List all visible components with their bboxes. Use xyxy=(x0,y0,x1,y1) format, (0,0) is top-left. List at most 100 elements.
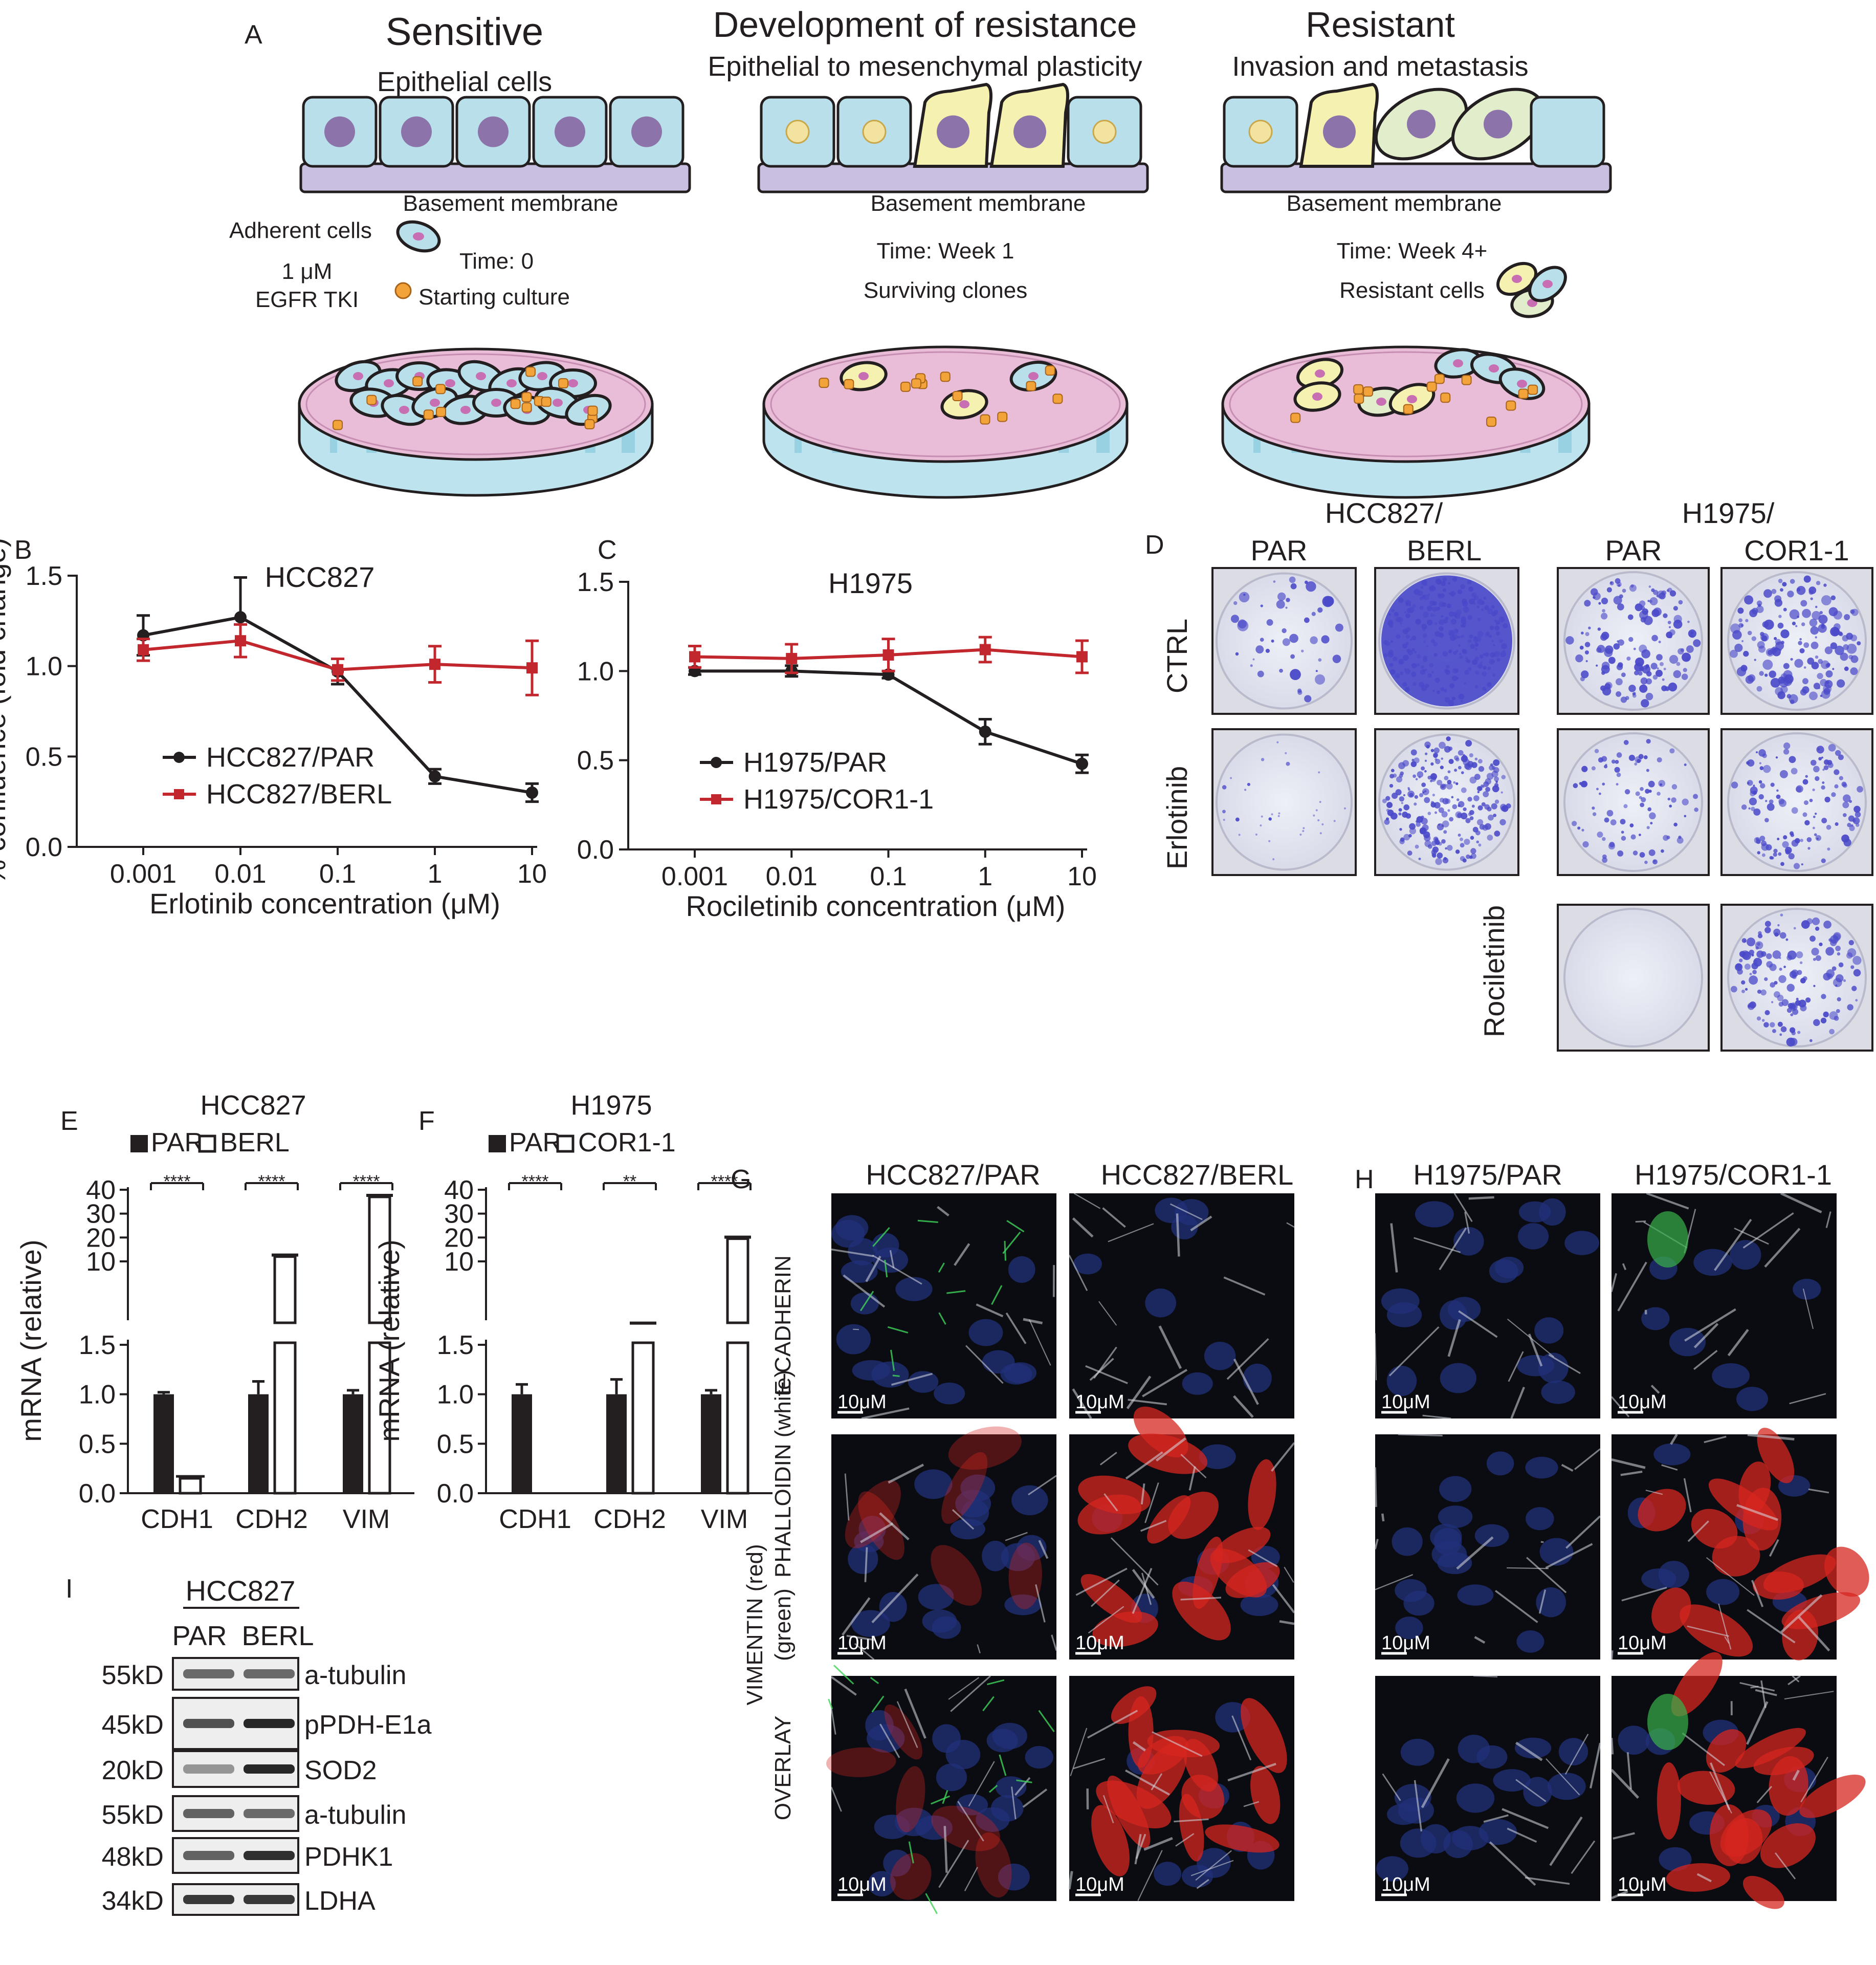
colony xyxy=(1759,762,1762,765)
colony xyxy=(1433,641,1438,647)
colony xyxy=(1747,630,1752,636)
dish-debris xyxy=(1426,381,1437,392)
colony xyxy=(1805,775,1808,778)
colony xyxy=(1794,659,1803,668)
colony xyxy=(1470,853,1476,859)
protein-label: PDHK1 xyxy=(304,1842,393,1872)
phalloidin-fiber xyxy=(846,1634,875,1641)
colony xyxy=(1401,802,1403,804)
x-tick-label: 0.1 xyxy=(319,859,356,889)
colony xyxy=(1432,689,1435,692)
colony xyxy=(1424,770,1427,773)
nucleus-stain xyxy=(908,1371,939,1393)
phalloidin-fiber xyxy=(889,1250,895,1269)
colony xyxy=(1823,921,1831,929)
colony xyxy=(1585,660,1588,663)
dish-debris xyxy=(584,419,595,430)
colony xyxy=(1624,789,1630,795)
colony xyxy=(1753,808,1761,816)
colony xyxy=(1798,999,1806,1008)
y-tick-label: 30 xyxy=(86,1199,116,1229)
nucleus-stain xyxy=(1004,1594,1042,1615)
colony xyxy=(1494,625,1499,631)
colony xyxy=(1289,576,1296,583)
colony xyxy=(1737,607,1744,614)
colony xyxy=(1443,830,1447,834)
nucleus xyxy=(1484,110,1512,139)
phalloidin-fiber xyxy=(1180,1454,1207,1478)
colony xyxy=(1415,619,1421,625)
colony xyxy=(1476,840,1480,844)
colony xyxy=(1398,659,1404,665)
phalloidin-fiber xyxy=(1388,1326,1440,1377)
phalloidin-fiber xyxy=(1798,1616,1830,1652)
nucleus-stain xyxy=(871,1361,909,1388)
blot-header: HCC827 xyxy=(186,1575,296,1607)
x-tick-label: 0.1 xyxy=(870,862,907,891)
x-tick-label: 10 xyxy=(517,859,547,889)
colony xyxy=(1838,754,1844,760)
colony xyxy=(1797,616,1799,618)
colony xyxy=(1815,655,1819,659)
colony xyxy=(1441,784,1445,789)
blot-band xyxy=(244,1719,295,1728)
colony xyxy=(1793,863,1800,869)
colony xyxy=(1770,782,1775,787)
colony xyxy=(1815,776,1820,781)
vimentin-stain xyxy=(1080,1574,1142,1623)
colony xyxy=(1584,650,1589,654)
colony xyxy=(1833,610,1842,620)
nucleus-stain xyxy=(1420,1824,1451,1854)
colony xyxy=(1480,661,1483,664)
protein-label: a-tubulin xyxy=(304,1661,406,1690)
nucleus-stain xyxy=(1538,1352,1569,1383)
colony xyxy=(1778,615,1782,618)
nucleus-stain xyxy=(1736,1387,1768,1411)
colony xyxy=(1411,648,1415,651)
colony xyxy=(1730,986,1737,993)
colony xyxy=(1458,801,1465,807)
blot-band xyxy=(183,1764,234,1774)
colony xyxy=(1802,976,1807,981)
colony xyxy=(1285,752,1287,754)
blot-band xyxy=(183,1851,234,1860)
phalloidin-fiber xyxy=(1473,1675,1498,1677)
nucleus-stain xyxy=(1618,1726,1650,1755)
colony xyxy=(1455,782,1459,785)
colony xyxy=(1783,742,1791,750)
colony xyxy=(1635,791,1640,796)
phalloidin-fiber xyxy=(1789,1393,1826,1405)
colony xyxy=(1690,631,1694,635)
data-point xyxy=(234,611,247,624)
colony xyxy=(1460,843,1465,848)
colony xyxy=(1443,618,1448,624)
dish-inner-rim xyxy=(1229,351,1583,457)
colony xyxy=(1462,635,1465,638)
bar-resistant-upper xyxy=(368,1195,391,1324)
colony xyxy=(1454,769,1458,772)
phalloidin-fiber xyxy=(1103,1493,1118,1512)
colony xyxy=(1743,650,1749,657)
colony xyxy=(1836,679,1845,688)
phalloidin-fiber xyxy=(1132,1568,1155,1599)
bar-resistant-upper xyxy=(726,1237,749,1324)
well xyxy=(1563,732,1703,872)
colony xyxy=(1844,614,1850,620)
colony xyxy=(1271,639,1274,643)
colony xyxy=(1498,616,1505,623)
colony xyxy=(1238,834,1241,836)
phalloidin-fiber xyxy=(1549,1816,1583,1866)
legend-label: COR1-1 xyxy=(578,1128,676,1158)
emp-label: Epithelial to mesenchymal plasticity xyxy=(708,51,1142,82)
dish-inner-rim xyxy=(305,353,646,455)
colony xyxy=(1648,849,1656,856)
colony xyxy=(1757,989,1762,994)
nucleus-stain xyxy=(1669,1327,1706,1357)
colony xyxy=(1639,684,1648,693)
y-tick-label: 0.5 xyxy=(79,1429,116,1459)
colony xyxy=(1477,599,1484,605)
colony xyxy=(1464,682,1467,685)
colony xyxy=(1843,794,1851,802)
ecadherin-stain xyxy=(872,1227,890,1247)
